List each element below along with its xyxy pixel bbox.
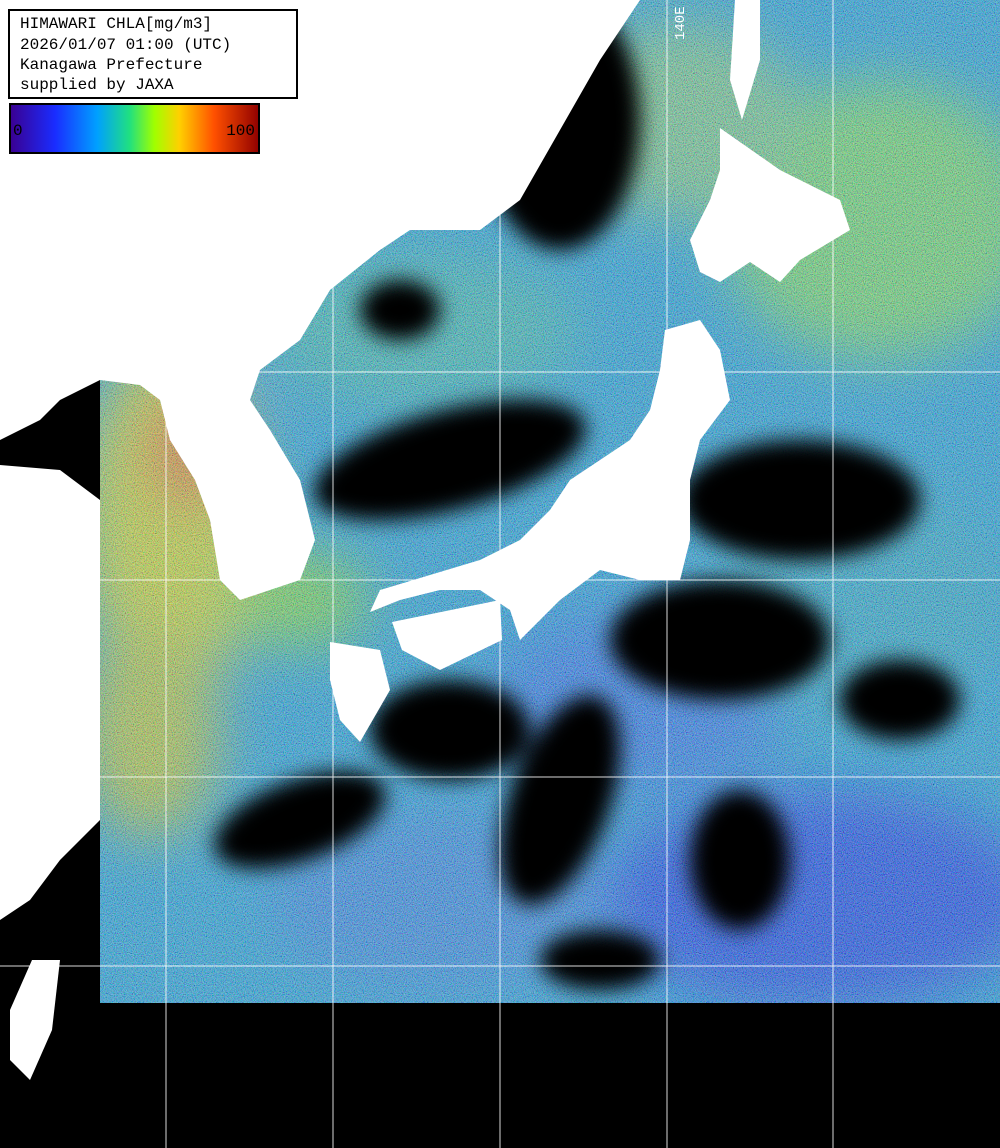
lat-label: 40N — [12, 356, 37, 372]
header-box — [8, 9, 298, 99]
colorbar-min: 0 — [13, 122, 23, 140]
header-line: HIMAWARI CHLA[mg/m3] — [20, 15, 212, 33]
colorbar-max: 100 — [226, 122, 255, 140]
colorbar — [9, 103, 260, 154]
header-line: Kanagawa Prefecture — [20, 56, 202, 74]
mainland-south — [0, 465, 100, 920]
lat-label: 30N — [12, 761, 37, 777]
taiwan — [10, 960, 60, 1080]
hokkaido — [690, 128, 850, 282]
header-line: 2026/01/07 01:00 (UTC) — [20, 36, 231, 54]
header-line: supplied by JAXA — [20, 76, 174, 94]
sakhalin — [730, 0, 760, 120]
shikoku — [392, 600, 502, 670]
island — [398, 125, 430, 165]
honshu — [370, 320, 730, 640]
kyushu — [330, 642, 390, 742]
lon-label: 140E — [673, 6, 689, 40]
